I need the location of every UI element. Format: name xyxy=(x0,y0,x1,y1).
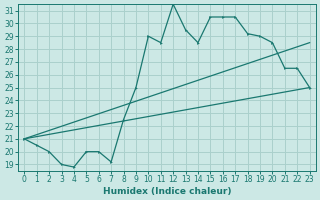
X-axis label: Humidex (Indice chaleur): Humidex (Indice chaleur) xyxy=(103,187,231,196)
